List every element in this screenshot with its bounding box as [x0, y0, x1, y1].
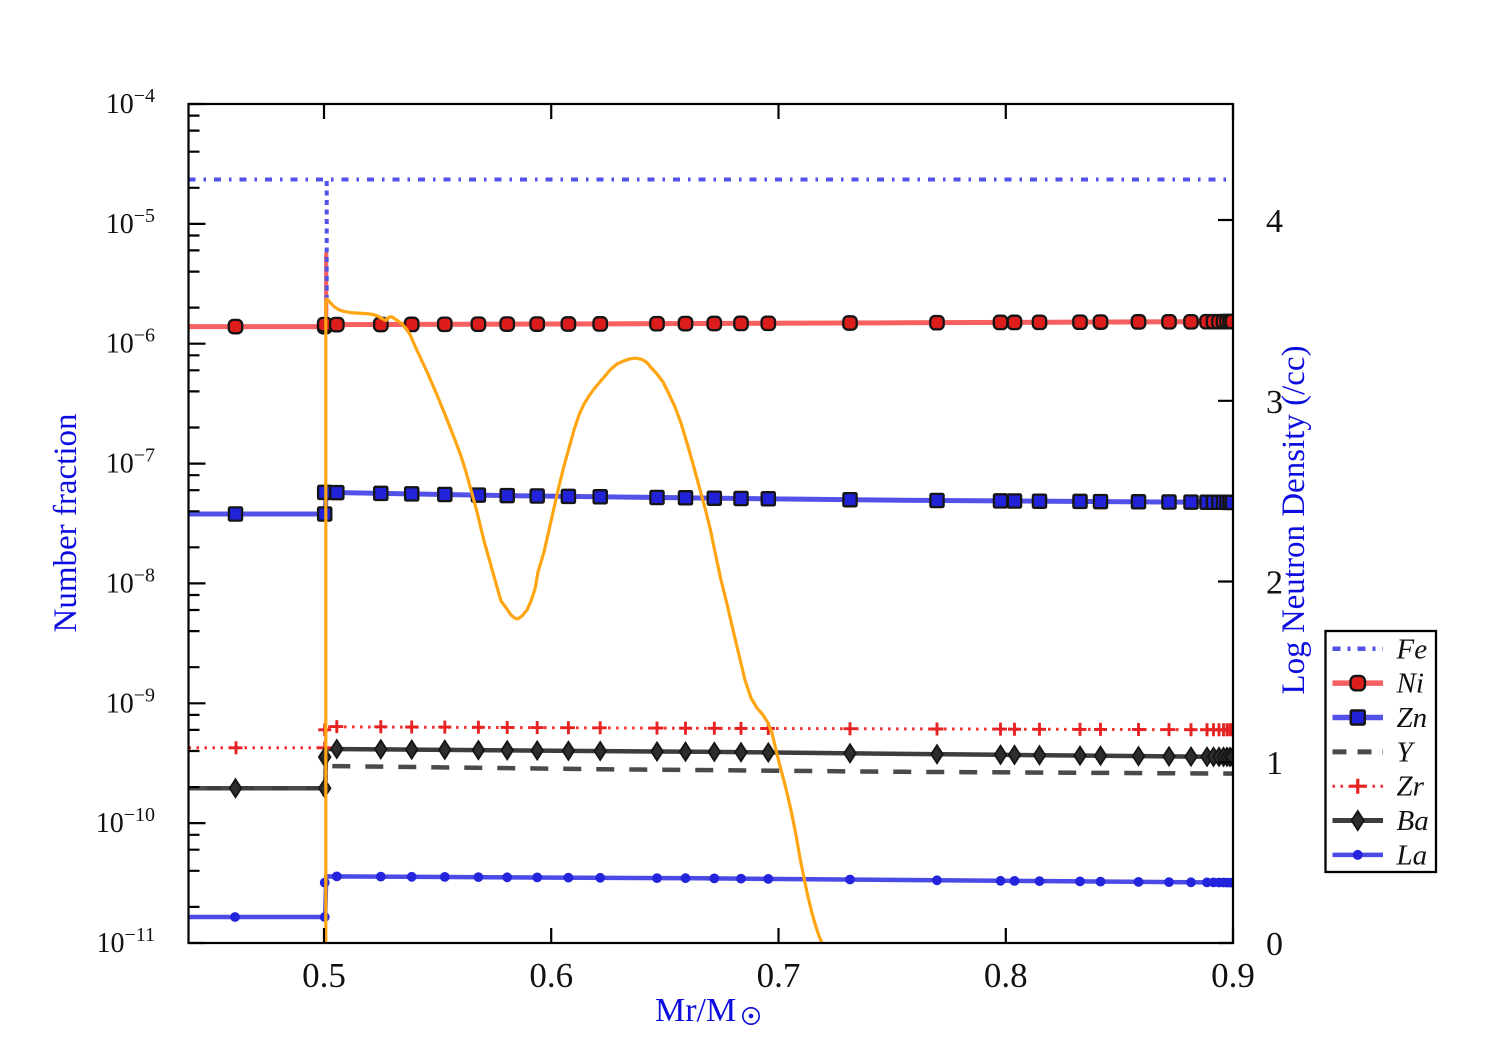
svg-text:1: 1: [1266, 745, 1283, 782]
svg-text:Ni: Ni: [1396, 668, 1424, 700]
svg-text:10−7: 10−7: [106, 445, 155, 480]
svg-text:10−4: 10−4: [106, 85, 155, 120]
svg-text:0.6: 0.6: [529, 956, 573, 995]
svg-text:La: La: [1396, 839, 1428, 871]
svg-text:4: 4: [1266, 203, 1283, 240]
svg-text:Fe: Fe: [1396, 633, 1428, 665]
svg-text:10−5: 10−5: [106, 205, 155, 240]
svg-text:10−9: 10−9: [106, 684, 155, 719]
svg-text:Number fraction: Number fraction: [48, 414, 84, 633]
svg-text:Log Neutron Density (/cc): Log Neutron Density (/cc): [1276, 345, 1312, 694]
svg-text:0.9: 0.9: [1211, 956, 1255, 995]
svg-text:0: 0: [1266, 926, 1283, 963]
svg-text:Zn: Zn: [1397, 702, 1428, 734]
svg-text:10−8: 10−8: [106, 564, 155, 599]
svg-text:0.8: 0.8: [984, 956, 1028, 995]
svg-text:10−11: 10−11: [96, 924, 155, 959]
svg-text:10−10: 10−10: [96, 804, 155, 839]
svg-text:Zr: Zr: [1397, 771, 1425, 803]
svg-text:0.5: 0.5: [302, 956, 346, 995]
svg-text:Y: Y: [1397, 736, 1416, 768]
svg-text:2: 2: [1266, 565, 1283, 602]
svg-text:0.7: 0.7: [757, 956, 801, 995]
svg-text:10−6: 10−6: [106, 325, 155, 360]
svg-text:3: 3: [1266, 384, 1283, 421]
svg-text:Mr/M: Mr/M: [655, 992, 736, 1029]
svg-text:Ba: Ba: [1397, 805, 1429, 837]
